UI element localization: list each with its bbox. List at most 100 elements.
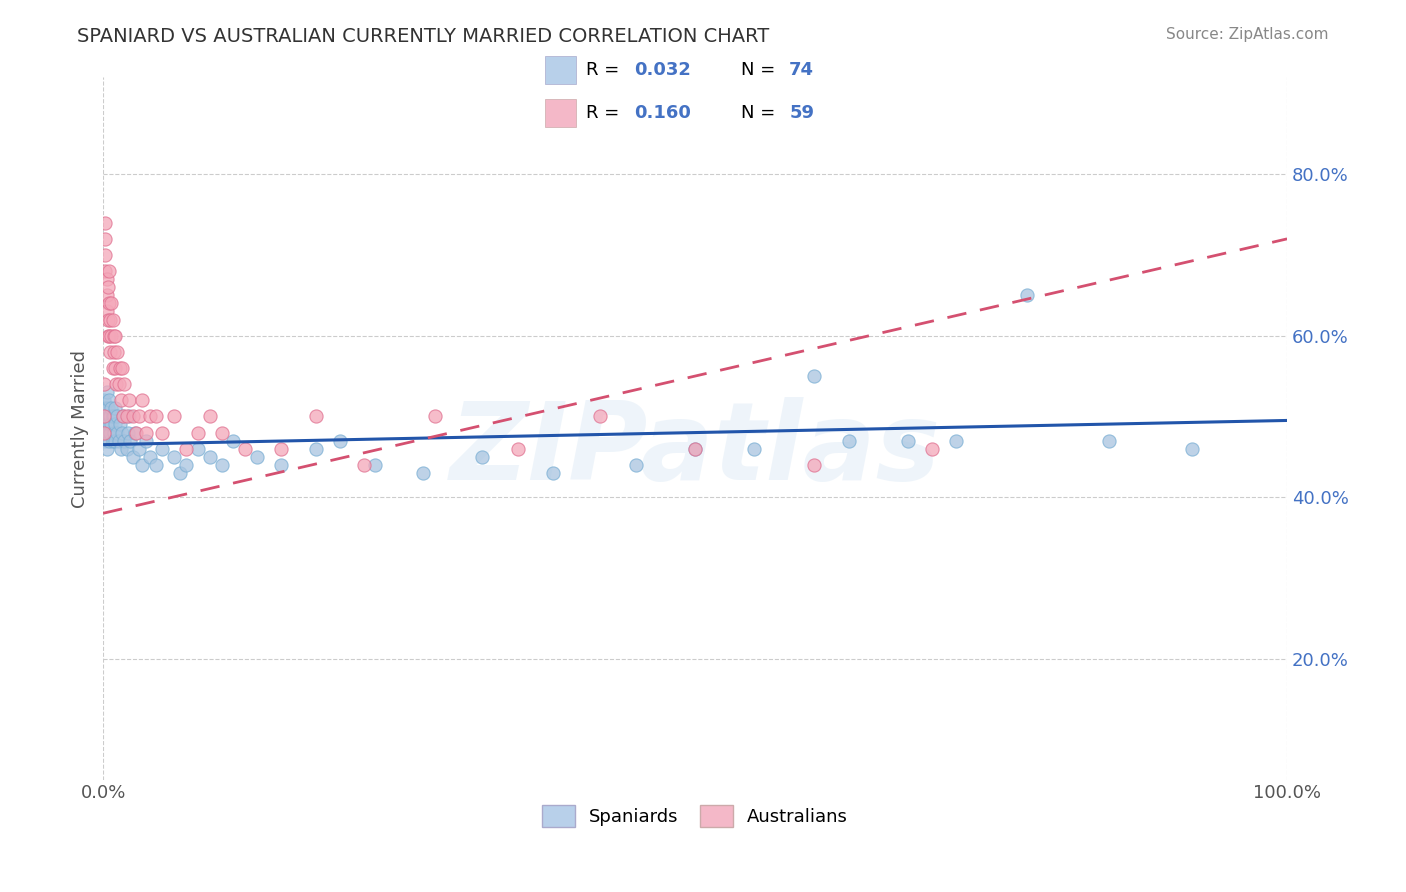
Point <box>233 442 256 456</box>
Point <box>98 328 121 343</box>
Point <box>211 425 233 440</box>
Point <box>115 442 138 456</box>
Text: 0.032: 0.032 <box>634 61 692 78</box>
Point <box>187 442 209 456</box>
Point <box>93 425 115 440</box>
Point <box>211 458 233 472</box>
Point <box>198 450 221 464</box>
Point <box>305 409 328 424</box>
Point <box>103 344 125 359</box>
Point <box>105 377 128 392</box>
Point <box>97 280 120 294</box>
Point <box>103 409 125 424</box>
Point <box>96 425 118 440</box>
Point <box>803 369 825 384</box>
Point <box>174 442 197 456</box>
Point <box>100 401 122 416</box>
Point <box>897 434 920 448</box>
Point <box>96 304 118 318</box>
Point <box>107 377 129 392</box>
Point <box>135 434 157 448</box>
Text: 0.160: 0.160 <box>634 104 692 122</box>
Point <box>270 458 292 472</box>
Point <box>94 409 117 424</box>
Bar <box>544 56 575 84</box>
Text: N =: N = <box>741 104 780 122</box>
Point <box>163 450 186 464</box>
Point <box>97 417 120 432</box>
Point <box>131 458 153 472</box>
Point <box>1098 434 1121 448</box>
Point <box>96 272 118 286</box>
Text: Source: ZipAtlas.com: Source: ZipAtlas.com <box>1166 27 1329 42</box>
Point <box>114 434 136 448</box>
Point <box>101 434 124 448</box>
Point <box>94 232 117 246</box>
Point <box>98 312 121 326</box>
Point <box>838 434 860 448</box>
Point <box>329 434 352 448</box>
Point <box>98 434 121 448</box>
Legend: Spaniards, Australians: Spaniards, Australians <box>534 797 855 834</box>
Point <box>105 425 128 440</box>
Point <box>589 409 612 424</box>
Point <box>100 296 122 310</box>
Point <box>541 466 564 480</box>
Point <box>683 442 706 456</box>
Point <box>163 409 186 424</box>
Point <box>139 450 162 464</box>
Point <box>1015 288 1038 302</box>
Point <box>108 417 131 432</box>
Point <box>121 450 143 464</box>
Point <box>96 385 118 400</box>
Point <box>93 377 115 392</box>
Point <box>187 425 209 440</box>
Point <box>98 344 121 359</box>
Point <box>111 425 134 440</box>
Point <box>104 328 127 343</box>
Point <box>98 425 121 440</box>
Point <box>115 409 138 424</box>
Point <box>412 466 434 480</box>
Point <box>111 361 134 376</box>
Point <box>150 442 173 456</box>
Point <box>124 425 146 440</box>
Point <box>98 393 121 408</box>
Point <box>945 434 967 448</box>
Text: 59: 59 <box>789 104 814 122</box>
Point <box>624 458 647 472</box>
Point <box>110 442 132 456</box>
Y-axis label: Currently Married: Currently Married <box>72 350 89 508</box>
Point <box>128 442 150 456</box>
Point <box>97 425 120 440</box>
Point <box>101 409 124 424</box>
Point <box>104 361 127 376</box>
Point <box>98 409 121 424</box>
Point <box>110 393 132 408</box>
Point <box>125 425 148 440</box>
Point <box>270 442 292 456</box>
Point <box>94 264 117 278</box>
Text: SPANIARD VS AUSTRALIAN CURRENTLY MARRIED CORRELATION CHART: SPANIARD VS AUSTRALIAN CURRENTLY MARRIED… <box>77 27 769 45</box>
Point <box>103 328 125 343</box>
Point <box>246 450 269 464</box>
Bar <box>544 99 575 127</box>
Point <box>108 361 131 376</box>
Point <box>104 401 127 416</box>
Point <box>93 393 115 408</box>
Point <box>921 442 943 456</box>
Text: N =: N = <box>741 61 780 78</box>
Point <box>222 434 245 448</box>
Text: R =: R = <box>586 61 624 78</box>
Point <box>120 434 142 448</box>
Point <box>117 425 139 440</box>
Text: R =: R = <box>586 104 624 122</box>
Point <box>100 417 122 432</box>
Point <box>101 361 124 376</box>
Point <box>112 409 135 424</box>
Point <box>305 442 328 456</box>
Point <box>135 425 157 440</box>
Point <box>114 377 136 392</box>
Point <box>1181 442 1204 456</box>
Point <box>423 409 446 424</box>
